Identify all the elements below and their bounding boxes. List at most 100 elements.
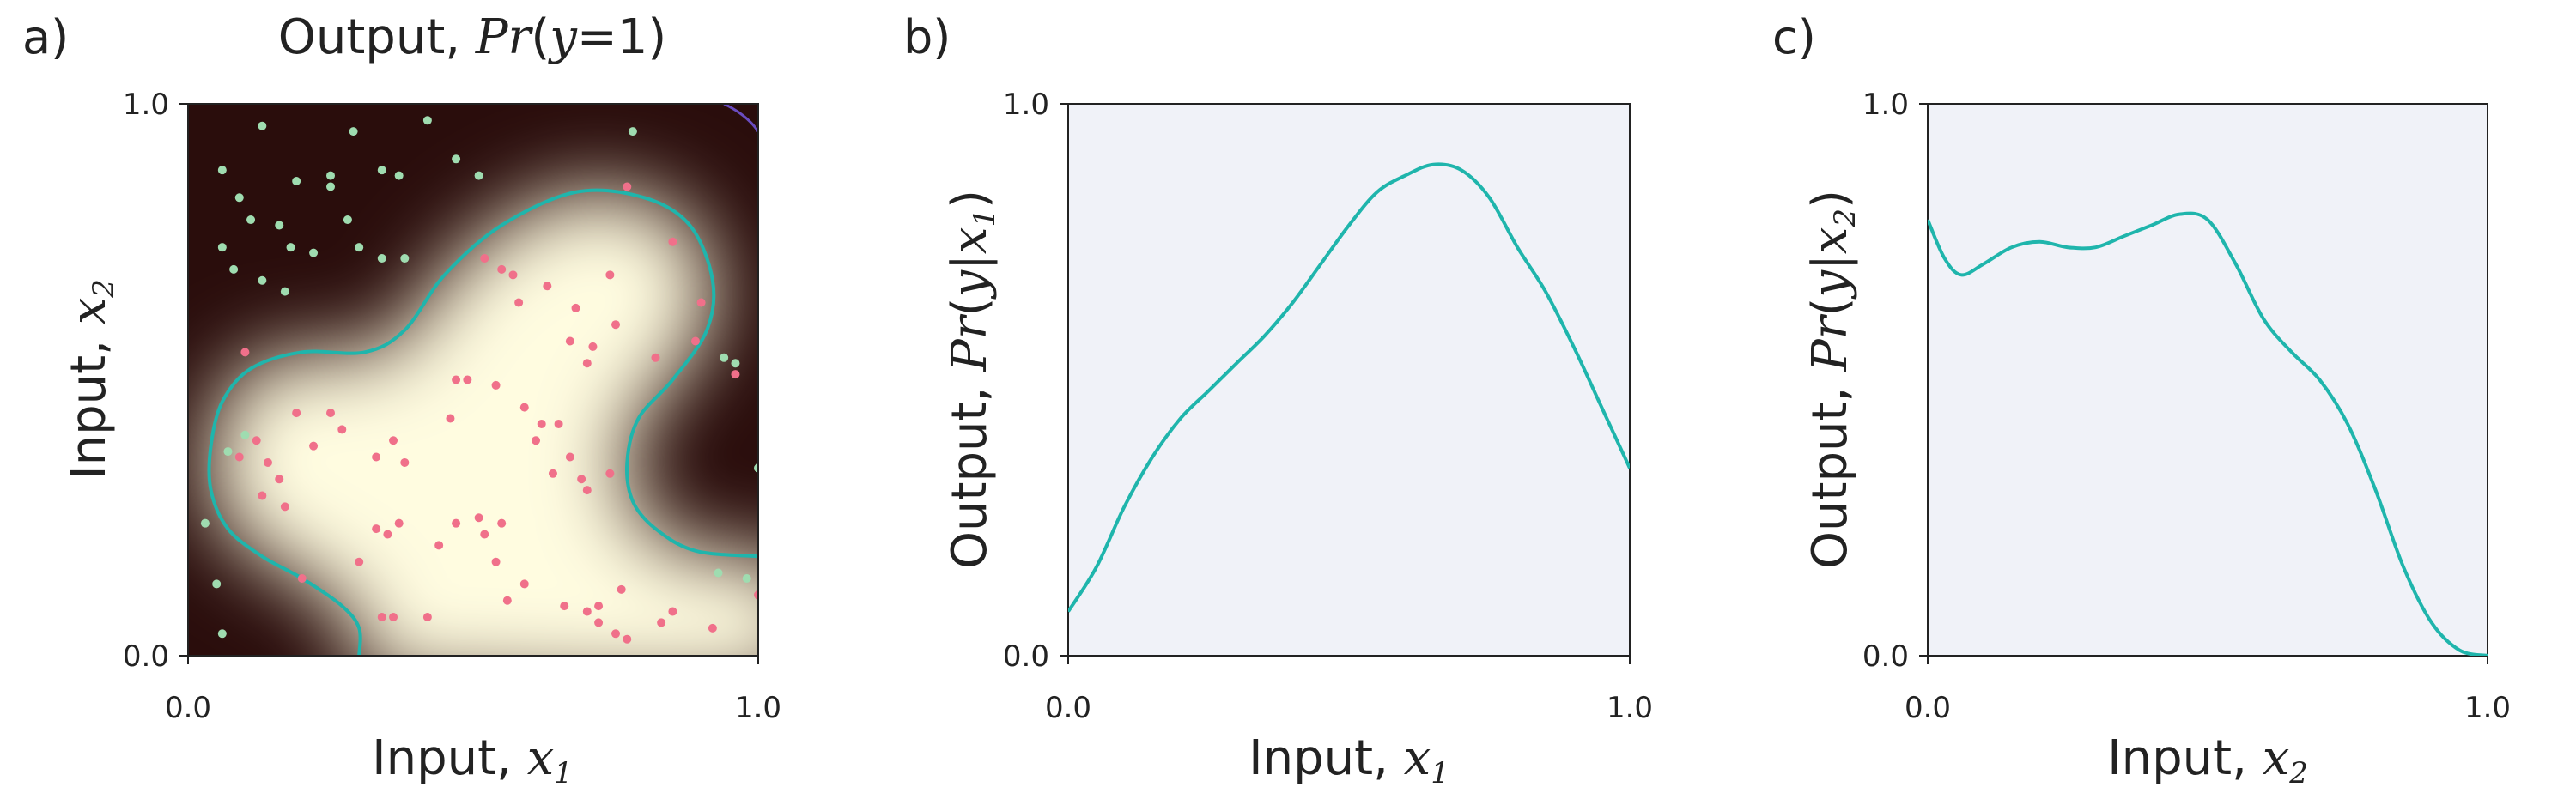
class-1-point bbox=[668, 607, 677, 616]
class-1-point bbox=[537, 419, 546, 428]
class-1-point bbox=[497, 264, 507, 274]
plot-area-c bbox=[1927, 103, 2488, 657]
series-line-b bbox=[1068, 162, 1630, 613]
class-0-point bbox=[731, 359, 740, 368]
class-1-point bbox=[605, 469, 615, 478]
class-0-point bbox=[452, 154, 461, 164]
class-1-point bbox=[422, 612, 432, 621]
class-1-point bbox=[708, 623, 717, 633]
class-0-point bbox=[258, 121, 267, 130]
class-1-point bbox=[400, 457, 410, 467]
class-1-point bbox=[731, 370, 740, 379]
panel-letter-b: b) bbox=[903, 10, 951, 64]
class-0-point bbox=[355, 243, 364, 252]
class-1-point bbox=[258, 491, 267, 500]
panel-a: a) Output, Pr(y=1) 0.0 1.0 0.0 1.0 Input, x… bbox=[22, 9, 781, 787]
class-1-point bbox=[452, 518, 461, 528]
panel-b: b) 0.0 1.0 0.0 1.0 Input, x1 Output, Pr(y|x… bbox=[903, 10, 1653, 787]
class-1-point bbox=[532, 436, 541, 445]
class-1-point bbox=[434, 541, 444, 550]
class-1-point bbox=[519, 403, 529, 412]
class-1-point bbox=[543, 282, 552, 291]
y-tick-label: 0.0 bbox=[123, 639, 169, 674]
panel-letter-c: c) bbox=[1772, 10, 1816, 64]
class-0-point bbox=[326, 182, 335, 191]
panel-letter-a: a) bbox=[22, 10, 69, 64]
class-0-point bbox=[400, 254, 410, 263]
class-1-point bbox=[389, 436, 398, 445]
class-1-point bbox=[754, 590, 758, 600]
decision-boundary-line bbox=[207, 188, 758, 656]
class-1-point bbox=[491, 557, 501, 566]
class-1-point bbox=[234, 452, 244, 462]
class-0-point bbox=[742, 573, 751, 583]
class-1-point bbox=[480, 254, 489, 263]
class-1-point bbox=[394, 518, 404, 528]
class-1-point bbox=[292, 409, 301, 418]
class-1-point bbox=[463, 375, 472, 384]
y-tick-label: 1.0 bbox=[123, 88, 169, 122]
class-0-point bbox=[217, 629, 227, 639]
class-1-point bbox=[554, 419, 563, 428]
class-0-point bbox=[280, 287, 289, 296]
x-tick-label: 0.0 bbox=[1045, 691, 1091, 725]
class-0-point bbox=[229, 264, 239, 274]
class-0-point bbox=[714, 568, 723, 578]
class-1-point bbox=[337, 425, 347, 434]
class-0-point bbox=[326, 171, 335, 180]
class-1-point bbox=[588, 342, 598, 351]
class-1-point bbox=[696, 298, 706, 307]
class-0-point bbox=[343, 215, 352, 225]
class-1-point bbox=[309, 441, 319, 451]
class-1-point bbox=[623, 182, 632, 191]
class-0-point bbox=[754, 463, 758, 473]
class-0-point bbox=[422, 116, 432, 125]
class-0-point bbox=[349, 127, 358, 136]
scatter-points bbox=[200, 116, 758, 644]
class-1-point bbox=[502, 596, 512, 605]
axis-ticks-c: 0.0 1.0 0.0 1.0 bbox=[1862, 88, 2511, 725]
heatmap-field bbox=[209, 190, 758, 656]
class-1-point bbox=[514, 298, 524, 307]
class-0-point bbox=[258, 275, 267, 285]
plot-area-b bbox=[1067, 103, 1631, 657]
class-1-point bbox=[474, 513, 483, 523]
class-0-point bbox=[223, 447, 233, 457]
ylabel-b: Output, Pr(y|x1) bbox=[942, 190, 1002, 569]
class-1-point bbox=[508, 270, 518, 280]
class-1-point bbox=[240, 348, 250, 357]
class-1-point bbox=[611, 320, 620, 330]
class-1-point bbox=[519, 579, 529, 589]
class-1-point bbox=[657, 618, 666, 627]
class-0-point bbox=[292, 177, 301, 186]
class-1-point bbox=[594, 602, 604, 611]
class-0-point bbox=[217, 166, 227, 175]
class-1-point bbox=[497, 518, 507, 528]
xlabel-b: Input, x1 bbox=[1249, 730, 1449, 787]
x-tick-label: 1.0 bbox=[2464, 691, 2511, 725]
class-1-point bbox=[565, 452, 574, 462]
heatmap-xlabel: Input, x1 bbox=[372, 730, 573, 787]
class-1-point bbox=[594, 618, 604, 627]
class-1-point bbox=[548, 469, 557, 478]
class-0-point bbox=[377, 166, 386, 175]
class-1-point bbox=[651, 353, 660, 362]
class-1-point bbox=[582, 607, 592, 616]
class-1-point bbox=[668, 237, 677, 246]
class-1-point bbox=[389, 612, 398, 621]
class-0-point bbox=[275, 221, 284, 230]
class-1-point bbox=[383, 530, 392, 539]
class-0-point bbox=[246, 215, 256, 225]
class-1-point bbox=[577, 475, 586, 484]
class-1-point bbox=[480, 530, 489, 539]
class-0-point bbox=[394, 171, 404, 180]
high-probability-region bbox=[209, 190, 758, 656]
class-1-point bbox=[252, 436, 261, 445]
class-0-point bbox=[286, 243, 295, 252]
heatmap-frame bbox=[187, 103, 759, 657]
y-tick-label: 0.0 bbox=[1862, 639, 1909, 674]
panel-c: c) 0.0 1.0 0.0 1.0 Input, x2 Output, Pr(y|x… bbox=[1772, 10, 2511, 787]
x-tick-label: 1.0 bbox=[735, 691, 781, 725]
decision-boundary bbox=[207, 104, 758, 656]
